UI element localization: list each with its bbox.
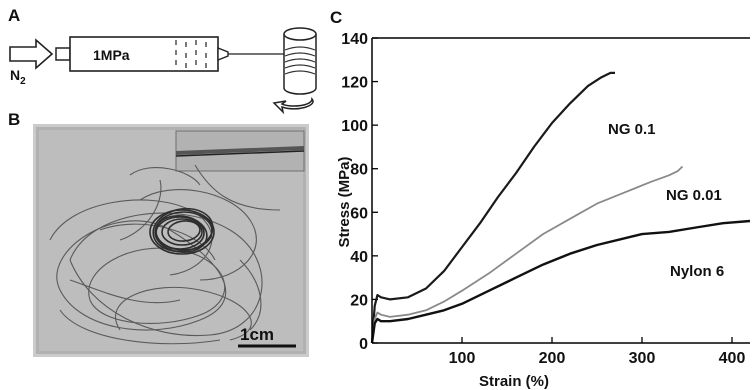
panel-b: B [8,110,309,357]
gas-arrow-icon [9,38,54,70]
x-axis-label: Strain (%) [479,373,549,390]
fiber-coil [149,207,215,255]
scale-bar-label: 1cm [240,325,274,344]
x-tick-label: 100 [449,350,476,367]
rotation-arrow-icon [272,96,314,115]
fiber-inset-image [175,130,305,172]
x-tick-label: 200 [539,350,566,367]
y-tick-label: 20 [350,292,368,309]
series-line-ng001 [371,165,684,344]
series-label-nylon6: Nylon 6 [670,263,724,280]
tangled-fibers [49,164,281,345]
y-tick-label: 40 [350,249,368,266]
series-layer [370,71,751,344]
gas-label: N2 [10,67,26,87]
y-tick-label: 60 [350,205,368,222]
x-axis-ticks: 100 200 300 400 [449,337,746,367]
series-line-nylon6 [370,219,751,344]
syringe-barrel [69,36,219,72]
pressure-label: 1MPa [93,47,130,63]
series-line-ng01 [370,71,615,344]
melt-hatching [175,40,207,68]
y-axis-label: Stress (MPa) [336,157,353,248]
panel-a-letter: A [8,6,20,25]
y-tick-label: 100 [341,118,368,135]
series-label-ng001: NG 0.01 [666,187,722,204]
series-label-ng01: NG 0.1 [608,121,656,138]
y-axis-ticks: 0 20 40 60 80 100 120 140 [341,31,378,353]
y-tick-label: 80 [350,162,368,179]
y-tick-label: 140 [341,31,368,48]
panel-a: A N2 1MPa [8,6,317,115]
panel-b-letter: B [8,110,20,129]
panel-c-letter: C [330,8,342,27]
syringe-nozzle [217,46,229,62]
gas-inlet-connector [55,47,71,61]
y-tick-label: 0 [359,336,368,353]
panel-c: C 0 20 40 60 80 100 120 140 100 200 300 400 Strain… [330,8,751,390]
x-tick-label: 300 [629,350,656,367]
x-tick-label: 400 [719,350,746,367]
stress-strain-chart: 0 20 40 60 80 100 120 140 100 200 300 400 [341,31,751,367]
collector-drum-icon [283,27,317,95]
y-tick-label: 120 [341,75,368,92]
